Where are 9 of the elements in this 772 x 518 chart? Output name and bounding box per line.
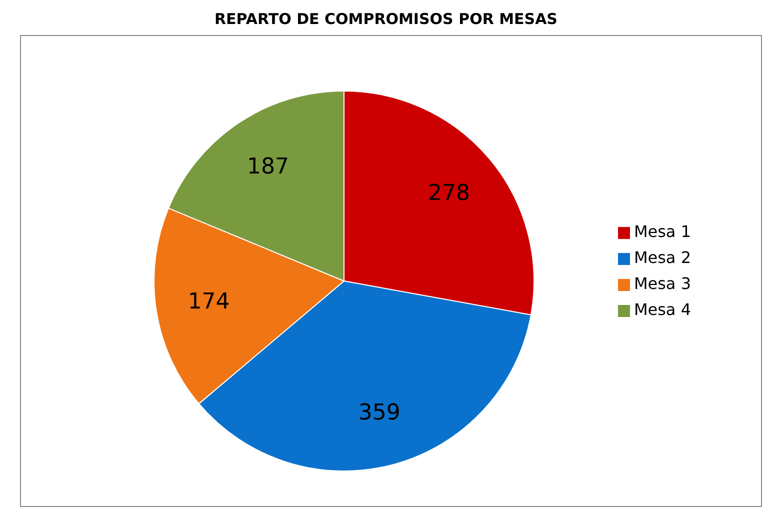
legend-label: Mesa 2 — [634, 248, 691, 267]
legend-label: Mesa 3 — [634, 274, 691, 293]
legend-label: Mesa 1 — [634, 222, 691, 241]
data-label: 187 — [247, 154, 290, 180]
legend-label: Mesa 4 — [634, 300, 691, 319]
data-label: 278 — [428, 180, 470, 206]
data-label: 359 — [358, 400, 400, 426]
data-label: 174 — [188, 290, 230, 315]
chart-title: REPARTO DE COMPROMISOS POR MESAS — [213, 9, 558, 28]
